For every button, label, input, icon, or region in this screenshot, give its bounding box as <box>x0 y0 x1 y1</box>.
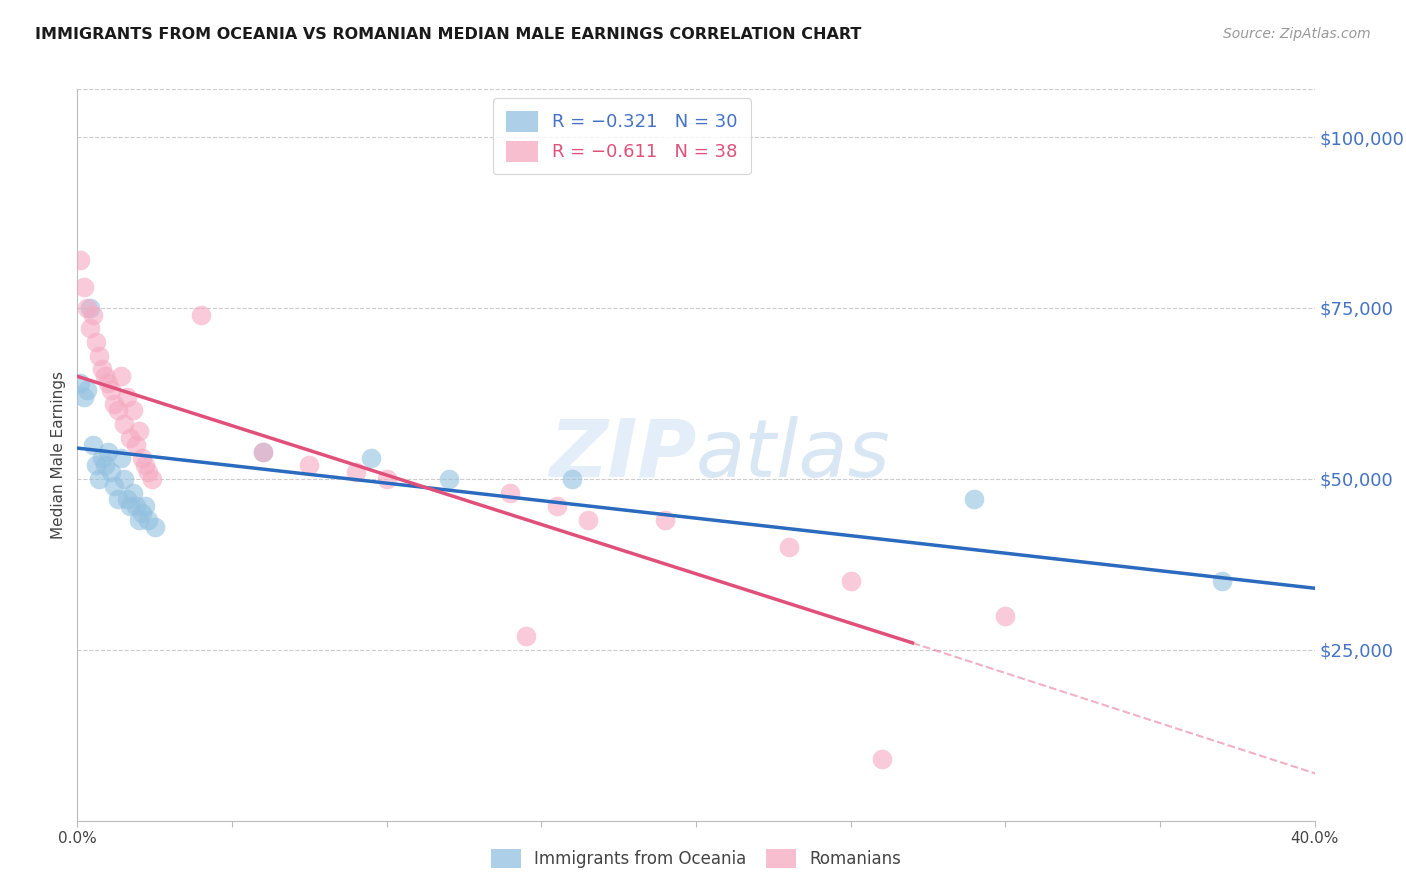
Point <box>561 472 583 486</box>
Point <box>79 321 101 335</box>
Point <box>87 472 110 486</box>
Point <box>143 519 166 533</box>
Point <box>131 506 153 520</box>
Point <box>118 431 141 445</box>
Point <box>69 376 91 391</box>
Point <box>94 369 117 384</box>
Point <box>97 444 120 458</box>
Point <box>94 458 117 472</box>
Point <box>125 438 148 452</box>
Point <box>190 308 212 322</box>
Point <box>91 362 114 376</box>
Text: Source: ZipAtlas.com: Source: ZipAtlas.com <box>1223 27 1371 41</box>
Text: IMMIGRANTS FROM OCEANIA VS ROMANIAN MEDIAN MALE EARNINGS CORRELATION CHART: IMMIGRANTS FROM OCEANIA VS ROMANIAN MEDI… <box>35 27 862 42</box>
Point <box>91 451 114 466</box>
Point <box>87 349 110 363</box>
Text: atlas: atlas <box>696 416 891 494</box>
Point <box>84 335 107 350</box>
Point <box>103 397 125 411</box>
Point <box>141 472 163 486</box>
Point <box>100 465 122 479</box>
Point <box>437 472 460 486</box>
Point <box>122 485 145 500</box>
Point <box>576 513 599 527</box>
Point <box>84 458 107 472</box>
Point <box>110 451 132 466</box>
Point <box>134 458 156 472</box>
Point <box>778 540 800 554</box>
Point <box>69 253 91 268</box>
Point <box>994 608 1017 623</box>
Point <box>72 390 94 404</box>
Point <box>298 458 321 472</box>
Legend: Immigrants from Oceania, Romanians: Immigrants from Oceania, Romanians <box>484 842 908 874</box>
Point <box>100 383 122 397</box>
Point <box>1211 574 1233 589</box>
Point <box>112 417 135 432</box>
Point <box>870 752 893 766</box>
Point <box>79 301 101 315</box>
Point <box>82 438 104 452</box>
Point <box>76 383 98 397</box>
Point <box>252 444 274 458</box>
Point <box>515 629 537 643</box>
Point <box>546 499 568 513</box>
Point <box>499 485 522 500</box>
Point <box>138 465 160 479</box>
Point <box>115 390 138 404</box>
Point <box>115 492 138 507</box>
Point <box>125 499 148 513</box>
Point <box>128 513 150 527</box>
Y-axis label: Median Male Earnings: Median Male Earnings <box>51 371 66 539</box>
Point <box>82 308 104 322</box>
Point <box>112 472 135 486</box>
Point <box>963 492 986 507</box>
Point <box>107 403 129 417</box>
Point <box>360 451 382 466</box>
Text: ZIP: ZIP <box>548 416 696 494</box>
Point <box>110 369 132 384</box>
Point <box>252 444 274 458</box>
Point <box>138 513 160 527</box>
Point <box>839 574 862 589</box>
Point <box>76 301 98 315</box>
Point <box>107 492 129 507</box>
Point <box>375 472 398 486</box>
Point <box>118 499 141 513</box>
Point <box>97 376 120 391</box>
Point <box>103 478 125 492</box>
Point <box>122 403 145 417</box>
Point <box>654 513 676 527</box>
Point <box>72 280 94 294</box>
Point <box>131 451 153 466</box>
Point <box>128 424 150 438</box>
Point <box>134 499 156 513</box>
Point <box>344 465 367 479</box>
